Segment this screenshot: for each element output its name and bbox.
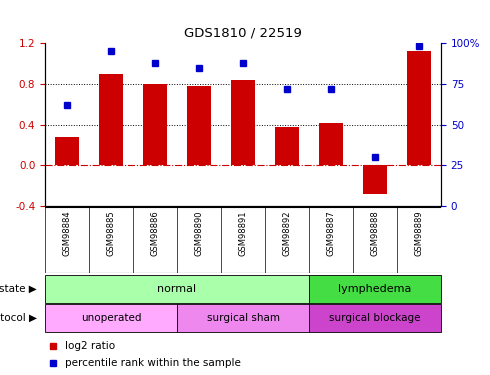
Bar: [319, 123, 343, 165]
Title: GDS1810 / 22519: GDS1810 / 22519: [184, 26, 302, 39]
Bar: [45, 304, 177, 332]
Bar: [309, 304, 441, 332]
Text: GSM98889: GSM98889: [415, 211, 423, 256]
Bar: [309, 275, 441, 303]
Text: GSM98886: GSM98886: [150, 211, 160, 256]
Bar: [275, 127, 299, 165]
Bar: [143, 84, 167, 165]
Bar: [45, 275, 309, 303]
Bar: [55, 137, 79, 165]
Bar: [363, 165, 387, 194]
Bar: [407, 51, 431, 165]
Text: percentile rank within the sample: percentile rank within the sample: [65, 358, 241, 368]
Text: GSM98888: GSM98888: [370, 211, 380, 256]
Text: GSM98885: GSM98885: [106, 211, 116, 256]
Text: GSM98890: GSM98890: [195, 211, 203, 256]
Text: log2 ratio: log2 ratio: [65, 341, 115, 351]
Text: GSM98892: GSM98892: [283, 211, 292, 256]
Text: unoperated: unoperated: [81, 313, 141, 323]
Text: surgical sham: surgical sham: [207, 313, 279, 323]
Bar: [99, 74, 123, 165]
Text: GSM98884: GSM98884: [63, 211, 72, 256]
Bar: [177, 304, 309, 332]
Text: lymphedema: lymphedema: [338, 284, 412, 294]
Text: surgical blockage: surgical blockage: [329, 313, 421, 323]
Text: GSM98887: GSM98887: [326, 211, 336, 256]
Bar: [187, 86, 211, 165]
Bar: [231, 80, 255, 165]
Text: GSM98891: GSM98891: [239, 211, 247, 256]
Text: normal: normal: [157, 284, 196, 294]
Text: protocol ▶: protocol ▶: [0, 313, 37, 323]
Text: disease state ▶: disease state ▶: [0, 284, 37, 294]
